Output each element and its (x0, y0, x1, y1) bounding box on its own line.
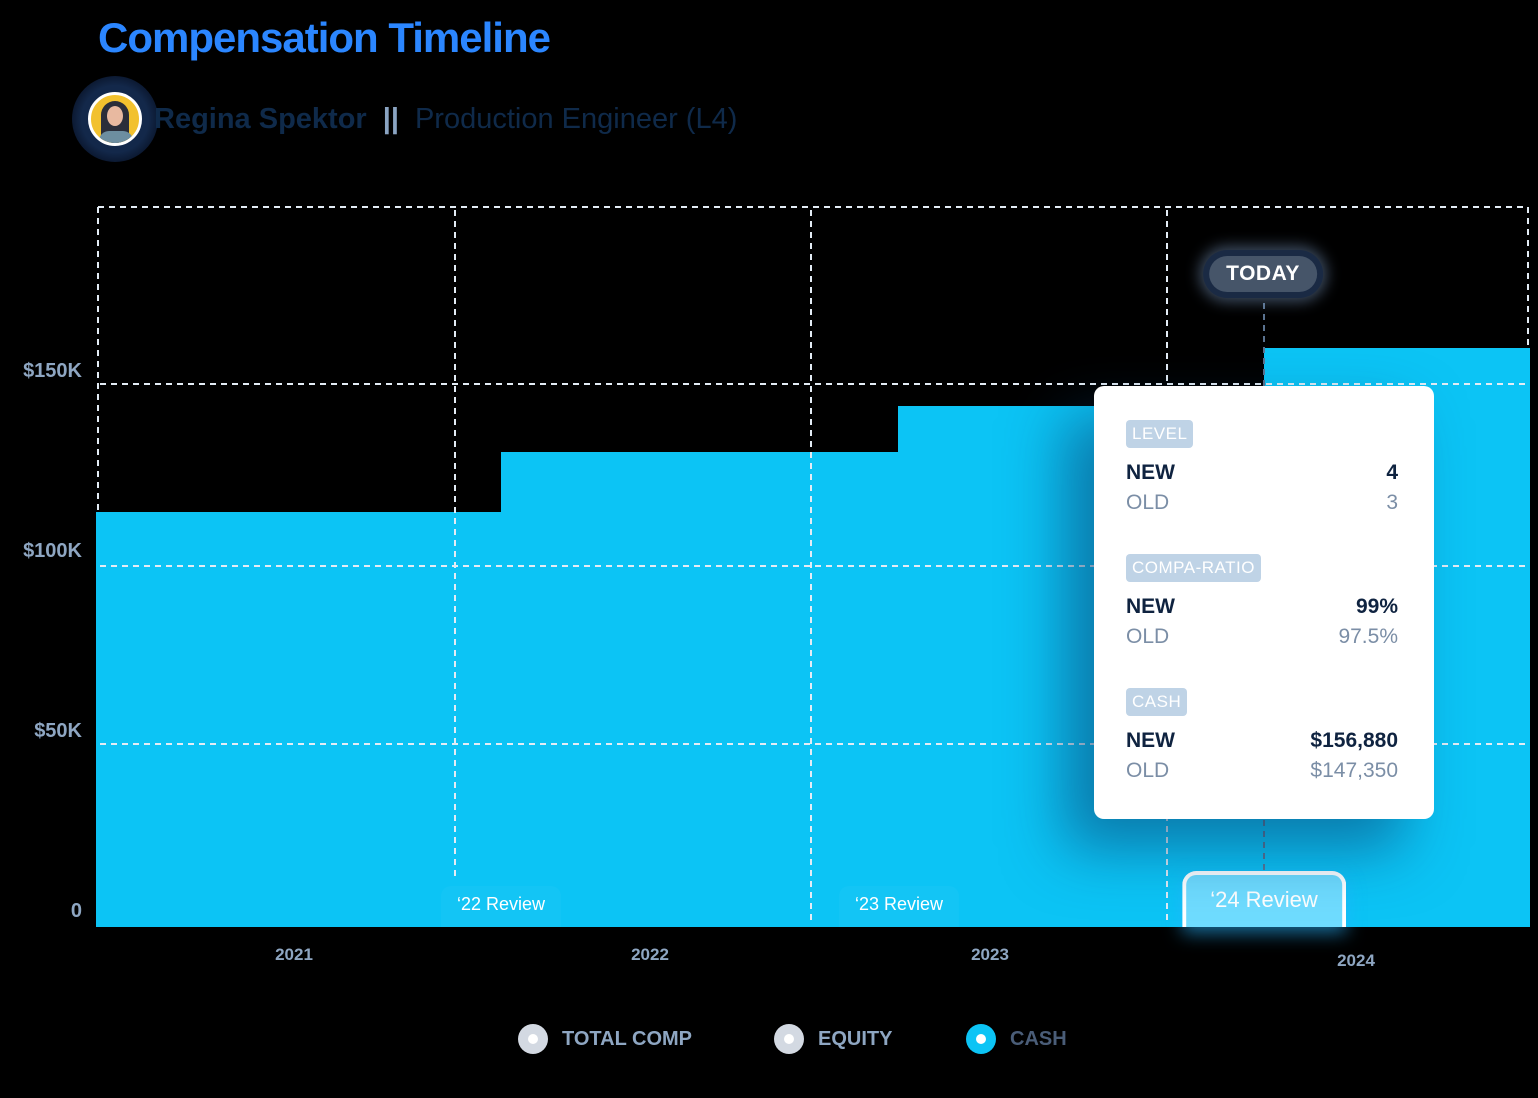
cash-new-value: $156,880 (1310, 729, 1398, 752)
compa-ratio-new-value: 99% (1355, 595, 1398, 618)
x-tick-2021: 2021 (275, 945, 313, 964)
review-2024-button[interactable]: ‘24 Review (1182, 871, 1346, 927)
cash-old-label: OLD (1126, 759, 1170, 782)
compa-ratio-old-label: OLD (1126, 625, 1170, 648)
avatar[interactable] (72, 76, 158, 162)
review-2022-button[interactable]: ‘22 Review (441, 886, 561, 927)
legend-equity[interactable]: EQUITY (774, 1024, 892, 1054)
cash-old-row: OLD $147,350 (1126, 756, 1398, 786)
y-tick-150k: $150K (23, 360, 82, 382)
y-tick-100k: $100K (23, 540, 82, 562)
compa-ratio-new-row: NEW 99% (1126, 592, 1398, 622)
legend-equity-label: EQUITY (818, 1027, 893, 1050)
chart-legend: TOTAL COMP EQUITY CASH (0, 1024, 1538, 1058)
level-new-row: NEW 4 (1126, 458, 1398, 488)
y-tick-0: 0 (70, 900, 82, 922)
cash-new-row: NEW $156,880 (1126, 726, 1398, 756)
level-new-label: NEW (1126, 461, 1175, 484)
y-tick-50k: $50K (34, 720, 82, 742)
compa-ratio-old-row: OLD 97.5% (1126, 622, 1398, 652)
page-title: Compensation Timeline (98, 14, 551, 61)
radio-dot-icon (774, 1024, 804, 1054)
tooltip-compa-ratio-section: COMPA-RATIO NEW 99% OLD 97.5% (1126, 554, 1398, 652)
cash-tag: CASH (1126, 688, 1188, 716)
level-old-label: OLD (1126, 491, 1170, 514)
tooltip-cash-section: CASH NEW $156,880 OLD $147,350 (1126, 688, 1398, 786)
radio-dot-icon (518, 1024, 548, 1054)
x-tick-2023: 2023 (971, 945, 1009, 964)
legend-total-comp-label: TOTAL COMP (562, 1027, 692, 1050)
cash-old-value: $147,350 (1310, 759, 1398, 782)
today-badge: TODAY (1209, 256, 1317, 292)
tooltip-level-section: LEVEL NEW 4 OLD 3 (1126, 420, 1398, 518)
level-old-value: 3 (1386, 491, 1398, 514)
person-photo-avatar-icon (88, 92, 142, 146)
level-tag: LEVEL (1126, 420, 1194, 448)
legend-total-comp[interactable]: TOTAL COMP (518, 1024, 692, 1054)
level-old-row: OLD 3 (1126, 488, 1398, 518)
compa-ratio-tag: COMPA-RATIO (1126, 554, 1261, 582)
x-tick-2022: 2022 (631, 945, 669, 964)
level-new-value: 4 (1386, 461, 1398, 484)
employee-header: Regina Spektor || Production Engineer (L… (72, 76, 738, 162)
cash-new-label: NEW (1126, 729, 1175, 752)
employee-role: Production Engineer (L4) (414, 102, 738, 135)
employee-name: Regina Spektor (154, 102, 367, 135)
x-tick-2024: 2024 (1337, 951, 1375, 970)
radio-dot-selected-icon (966, 1024, 996, 1054)
review-tooltip: LEVEL NEW 4 OLD 3 COMPA-RATIO NEW 99% OL… (1094, 386, 1434, 819)
legend-cash[interactable]: CASH (966, 1024, 1067, 1054)
compa-ratio-old-value: 97.5% (1338, 625, 1398, 648)
compa-ratio-new-label: NEW (1126, 595, 1175, 618)
legend-cash-label: CASH (1010, 1027, 1067, 1050)
review-2023-button[interactable]: ‘23 Review (839, 886, 959, 927)
header-separator: || (382, 102, 399, 135)
